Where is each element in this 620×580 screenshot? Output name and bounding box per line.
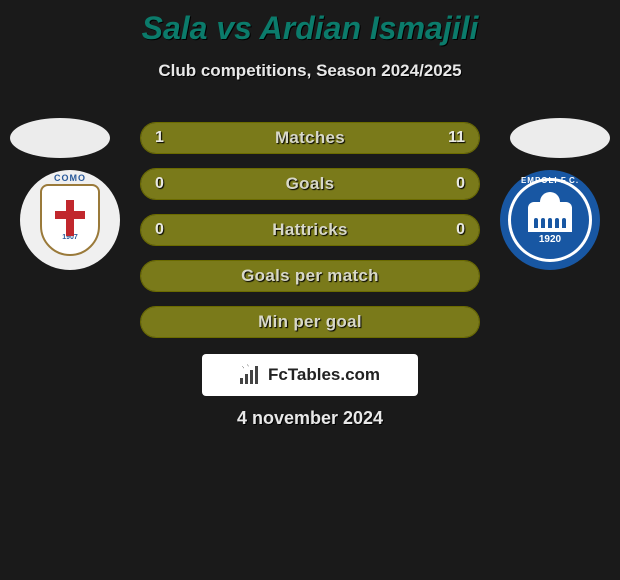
bar-matches: 1 11 Matches: [140, 122, 480, 154]
date-label: 4 november 2024: [0, 408, 620, 429]
bar-label: Hattricks: [141, 215, 479, 245]
fctables-link[interactable]: FcTables.com: [202, 354, 418, 396]
bar-label: Goals per match: [141, 261, 479, 291]
comparison-bars: 1 11 Matches 0 0 Goals 0 0 Hattricks Goa…: [140, 122, 480, 338]
bar-min-per-goal: Min per goal: [140, 306, 480, 338]
empoli-label: EMPOLI F.C.: [521, 176, 579, 185]
club-badge-left: COMO 1907: [20, 170, 120, 270]
player-photo-left: [10, 118, 110, 158]
club-badge-right: EMPOLI F.C. 1920: [500, 170, 600, 270]
brand-label: FcTables.com: [268, 365, 380, 385]
page-title: Sala vs Ardian Ismajili: [0, 0, 620, 47]
como-label: COMO: [54, 173, 86, 183]
player-photo-right: [510, 118, 610, 158]
empoli-building-icon: [528, 202, 572, 232]
bar-label: Min per goal: [141, 307, 479, 337]
como-shield-icon: 1907: [40, 184, 100, 256]
bar-label: Goals: [141, 169, 479, 199]
bar-goals-per-match: Goals per match: [140, 260, 480, 292]
bar-label: Matches: [141, 123, 479, 153]
bar-goals: 0 0 Goals: [140, 168, 480, 200]
bar-chart-icon: [240, 366, 262, 384]
subtitle: Club competitions, Season 2024/2025: [0, 61, 620, 81]
bar-hattricks: 0 0 Hattricks: [140, 214, 480, 246]
